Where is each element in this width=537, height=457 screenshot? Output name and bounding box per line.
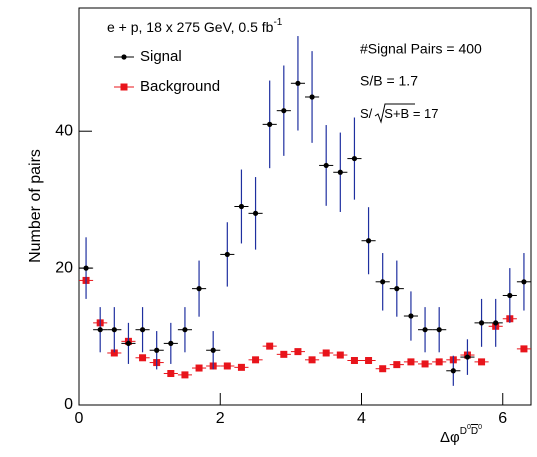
background-point bbox=[421, 360, 429, 368]
signal-point bbox=[97, 327, 103, 333]
background-point bbox=[393, 361, 401, 369]
signal-point bbox=[295, 80, 301, 86]
background-point bbox=[266, 342, 274, 350]
background-point bbox=[237, 363, 245, 371]
background-point bbox=[294, 348, 302, 356]
background-point bbox=[195, 364, 203, 372]
background-point bbox=[223, 362, 231, 370]
signal-point bbox=[196, 286, 202, 292]
x-tick-label: 2 bbox=[216, 410, 225, 427]
signal-point bbox=[252, 210, 259, 216]
legend-label: Background bbox=[140, 78, 220, 95]
signal-point bbox=[210, 347, 216, 353]
background-point bbox=[139, 354, 147, 362]
signal-point bbox=[507, 292, 513, 299]
background-point bbox=[336, 351, 344, 359]
signal-point bbox=[450, 368, 456, 374]
background-point bbox=[167, 370, 175, 378]
signal-point bbox=[323, 162, 329, 169]
background-point bbox=[308, 356, 316, 364]
signal-point bbox=[267, 121, 273, 127]
signal-point bbox=[238, 203, 245, 210]
sqrt-sign bbox=[374, 103, 415, 124]
signal-point bbox=[83, 265, 89, 271]
annotation: S/B = 1.7 bbox=[360, 73, 418, 89]
x-axis-label: ΔφD0D0 bbox=[440, 424, 482, 446]
signal-point bbox=[521, 279, 527, 285]
y-axis-label: Number of pairs bbox=[27, 149, 44, 263]
signal-point bbox=[337, 169, 343, 175]
signal-point bbox=[351, 155, 358, 162]
signal-point bbox=[281, 108, 287, 114]
signal-point bbox=[464, 354, 471, 360]
legend-marker bbox=[121, 54, 127, 60]
background-point bbox=[280, 350, 288, 358]
signal-point bbox=[182, 327, 188, 333]
legend-marker bbox=[120, 83, 128, 91]
y-tick-label: 40 bbox=[55, 122, 73, 139]
y-tick-label: 20 bbox=[55, 259, 73, 276]
signal-point bbox=[168, 340, 174, 346]
frame bbox=[78, 7, 532, 406]
signal-point bbox=[224, 251, 230, 258]
annotation-title: e + p, 18 x 275 GeV, 0.5 fb-1 bbox=[107, 17, 283, 35]
background-point bbox=[520, 345, 528, 353]
x-tick-label: 0 bbox=[75, 410, 84, 427]
ratio-annotation: S/S+B = 17 bbox=[360, 106, 439, 121]
background-point bbox=[478, 358, 486, 366]
signal-point bbox=[478, 320, 485, 326]
x-tick-label: 6 bbox=[498, 410, 507, 427]
annotation: #Signal Pairs = 400 bbox=[360, 41, 482, 57]
signal-point bbox=[422, 327, 428, 333]
background-point bbox=[181, 371, 189, 379]
signal-point bbox=[154, 347, 160, 353]
signal-point bbox=[139, 327, 146, 333]
signal-point bbox=[436, 327, 442, 333]
signal-point bbox=[394, 286, 400, 292]
background-point bbox=[252, 356, 260, 364]
signal-point bbox=[309, 94, 315, 100]
x-tick-label: 4 bbox=[357, 410, 366, 427]
background-point bbox=[322, 349, 330, 357]
legend-label: Signal bbox=[140, 48, 182, 65]
signal-point bbox=[365, 238, 372, 244]
y-tick-label: 0 bbox=[64, 396, 73, 413]
background-point bbox=[350, 357, 358, 365]
background-point bbox=[110, 349, 118, 357]
signal-point bbox=[493, 320, 499, 326]
signal-point bbox=[125, 340, 132, 346]
background-point bbox=[407, 358, 415, 366]
signal-point bbox=[111, 327, 117, 333]
background-point bbox=[435, 358, 443, 366]
background-point bbox=[365, 357, 373, 365]
background-point bbox=[379, 365, 387, 373]
signal-point bbox=[380, 279, 386, 285]
signal-point bbox=[408, 313, 414, 319]
